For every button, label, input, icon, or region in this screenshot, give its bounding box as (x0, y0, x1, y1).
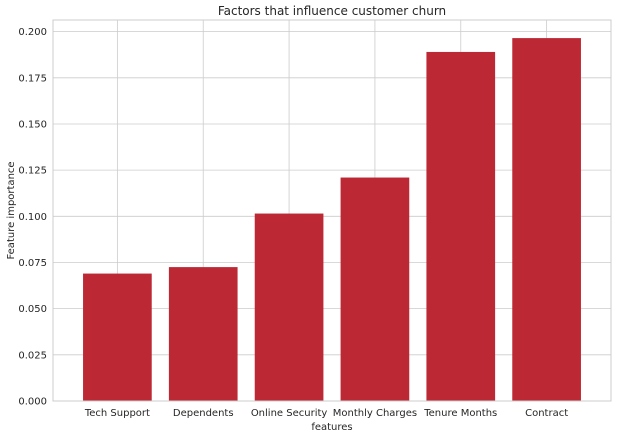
x-tick-label: Monthly Charges (333, 408, 417, 419)
x-tick-labels: Tech Support Dependents Online Security Mon… (84, 408, 568, 419)
bars (83, 38, 581, 402)
y-tick-label: 0.100 (18, 212, 47, 223)
y-tick-label: 0.000 (18, 397, 47, 408)
y-tick-label: 0.075 (18, 258, 47, 269)
y-tick-label: 0.150 (18, 119, 47, 130)
y-axis-label: Feature importance (6, 161, 17, 259)
x-tick-label: Contract (525, 408, 568, 419)
x-tick-label: Online Security (251, 408, 328, 419)
y-tick-labels: 0.000 0.025 0.050 0.075 0.100 0.125 0.150 0.175… (18, 27, 47, 407)
x-tick-label: Tech Support (84, 408, 150, 419)
bar-dependents (168, 267, 238, 401)
y-tick-label: 0.200 (18, 27, 47, 38)
x-tick-label: Tenure Months (423, 408, 497, 419)
bar-monthly-charges (340, 177, 410, 401)
y-tick-label: 0.025 (18, 350, 47, 361)
chart-title: Factors that influence customer churn (218, 4, 446, 18)
plot-frame (52, 19, 612, 402)
x-axis-label: features (311, 422, 352, 433)
bar-online-security (254, 213, 324, 401)
bar-contract (512, 38, 581, 402)
y-tick-label: 0.050 (18, 304, 47, 315)
bar-tech-support (83, 273, 152, 401)
y-tick-label: 0.125 (18, 166, 47, 177)
y-tick-label: 0.175 (18, 73, 47, 84)
bar-tenure-months (426, 51, 496, 401)
x-tick-label: Dependents (173, 408, 234, 419)
